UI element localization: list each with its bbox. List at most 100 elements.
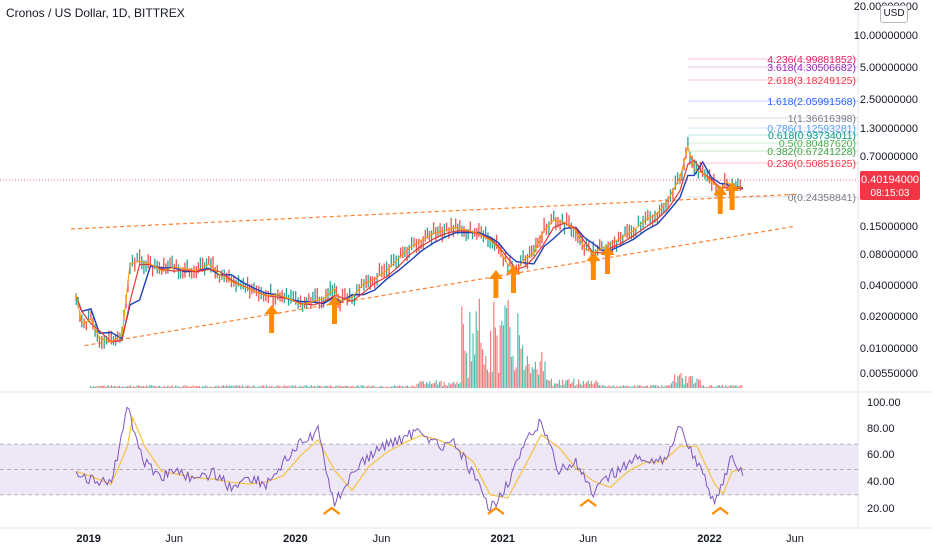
volume-bar [299,385,301,388]
volume-bar [666,385,668,388]
volume-bar [672,380,674,388]
volume-bar [467,377,469,388]
volume-bar [363,385,365,388]
price-axis[interactable]: 20.0000000010.000000005.000000002.500000… [854,1,918,515]
volume-bar [725,385,727,388]
volume-bar [504,305,506,388]
current-price-value: 0.40194000 [861,174,919,186]
volume-bar [558,379,560,388]
volume-bar [144,386,146,388]
volume-bar [738,386,740,388]
volume-bar [229,385,231,388]
volume-bar [498,372,500,388]
volume-bar [234,386,236,388]
volume-bar [453,381,455,388]
volume-bar [347,386,349,388]
volume-bar [202,386,204,388]
volume-bar [362,385,364,388]
volume-bar [582,381,584,388]
time-axis[interactable]: 2019 Jun 2020 Jun 2021 Jun 2022 Jun [76,533,803,545]
volume-bar [173,387,175,388]
volume-bar [414,387,416,388]
volume-bar [267,386,269,388]
volume-bar [354,386,356,388]
volume-bar [136,385,138,388]
volume-bar [454,384,456,388]
volume-bar [720,386,722,388]
currency-button[interactable]: USD [880,5,908,23]
volume-bar [595,380,597,388]
volume-bar [683,384,685,388]
volume-bar [413,386,415,388]
volume-bar [520,348,522,388]
volume-bar [315,386,317,388]
countdown-value: 08:15:03 [871,188,910,199]
volume-bar [392,386,394,388]
volume-bar [610,386,612,388]
volume-bar [270,386,272,388]
rsi-band-group [0,443,858,496]
volume-bar [187,386,189,388]
up-arrow-icon [264,305,279,333]
volume-bar [421,381,423,388]
volume-bar [334,386,336,388]
price-tick-label: 0.01000000 [860,343,918,355]
volume-bar [688,376,690,388]
volume-bar [346,385,348,388]
volume-bar [437,384,439,388]
volume-bar [563,384,565,388]
volume-bar [406,385,408,388]
volume-bar [178,386,180,388]
volume-bar [90,386,92,388]
volume-bar [589,384,591,388]
volume-bar [528,364,530,388]
volume-bar [621,386,623,388]
volume-bar [581,385,583,388]
fib-label: 0.786(1.12593281) [767,123,856,135]
volume-bar [640,385,642,388]
volume-bar [146,385,148,388]
volume-bar [603,385,605,388]
volume-bar [571,382,573,388]
rsi-line [75,406,744,513]
volume-bar [536,369,538,388]
volume-bar [203,386,205,388]
volume-bar [104,385,106,388]
volume-bar [326,386,328,388]
volume-bar [613,385,615,388]
volume-bar [602,385,604,388]
volume-bar [717,385,719,388]
fib-label: 0.236(0.50851625) [767,158,856,170]
volume-bar [376,386,378,388]
volume-bar [440,381,442,388]
volume-bar [133,386,135,388]
volume-bar [301,386,303,388]
volume-bar [696,378,698,388]
volume-bar [614,387,616,388]
volume-bar [550,378,552,388]
volume-bar [491,371,493,388]
volume-bar [448,382,450,388]
volume-bar [411,385,413,388]
volume-bar [200,387,202,388]
volume-bar [379,386,381,388]
fib-label: 0.618(0.93734011) [768,130,856,142]
volume-bar [312,386,314,388]
volume-bar [134,386,136,388]
volume-bar [458,384,460,388]
volume-bar [637,385,639,388]
volume-bar [533,368,535,388]
volume-bar [323,386,325,388]
volume-bar [715,386,717,388]
volume-bar [669,385,671,388]
price-tick-label: 2.50000000 [860,94,918,106]
volume-bar [235,385,237,388]
volume-bar [710,385,712,388]
volume-bar [483,364,485,388]
volume-bar [658,386,660,388]
volume-bar [240,386,242,388]
volume-bar [446,385,448,388]
volume-bar [150,385,152,388]
volume-bar [114,385,116,388]
volume-bar [126,386,128,388]
